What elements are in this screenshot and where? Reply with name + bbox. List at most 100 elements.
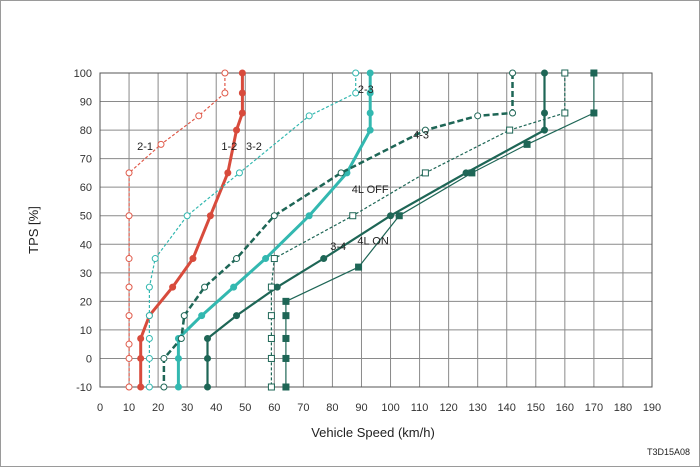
data-point [282,383,290,391]
data-point [206,212,214,220]
data-point [267,283,275,291]
y-tick-label: 80 [80,125,92,137]
data-point [352,89,360,97]
curve-label: 2-1 [137,141,153,153]
y-tick-label: 30 [80,268,92,280]
x-tick-label: 50 [239,402,251,414]
data-point [267,354,275,362]
series-4l-on [282,69,598,391]
data-point [238,89,246,97]
data-point [366,109,374,117]
data-point [238,109,246,117]
curve-label: 1-2 [221,141,237,153]
data-point [145,354,153,362]
y-tick-label: 40 [80,239,92,251]
data-point [282,334,290,342]
series-4l-off [267,69,569,391]
data-point [137,334,145,342]
y-tick-label: 90 [80,97,92,109]
curve-label: 3-2 [246,141,262,153]
y-tick-label: 50 [80,211,92,223]
data-point [203,334,211,342]
data-point [174,383,182,391]
series-3-4 [203,69,549,391]
data-point [270,255,278,263]
series-line-1-2 [139,73,244,387]
data-point [523,140,531,148]
x-tick-label: 140 [498,402,516,414]
y-tick-label: 10 [80,325,92,337]
data-point [137,383,145,391]
y-tick-label: 100 [74,68,92,80]
data-point [541,109,549,117]
curve-label: 4L ON [357,235,388,247]
data-point [203,354,211,362]
data-point [157,140,165,148]
figure-code: T3D15A08 [647,447,690,457]
curve-label: 2-3 [358,84,374,96]
data-point [421,169,429,177]
data-point [174,354,182,362]
data-point [235,169,243,177]
y-axis-title: TPS [%] [26,206,41,254]
data-point [262,255,270,263]
x-tick-label: 150 [527,402,545,414]
curve-label: 4L OFF [352,184,389,196]
data-point [125,354,133,362]
data-point [201,283,209,291]
data-point [125,283,133,291]
data-point [337,169,345,177]
x-tick-label: 30 [181,402,193,414]
data-point [561,109,569,117]
data-point [267,312,275,320]
series-1-2 [137,69,246,391]
y-tick-label: 70 [80,154,92,166]
data-point [238,69,246,77]
x-tick-label: 170 [585,402,603,414]
data-point [145,383,153,391]
data-point [145,312,153,320]
series-group [125,69,598,391]
data-point [366,89,374,97]
data-point [282,312,290,320]
data-point [395,212,403,220]
data-point [273,283,281,291]
data-point [305,112,313,120]
data-point [189,255,197,263]
data-point [125,212,133,220]
x-tick-label: 60 [268,402,280,414]
x-tick-label: 40 [210,402,222,414]
y-tick-label: -10 [76,382,92,394]
x-tick-label: 110 [411,402,429,414]
data-point [160,383,168,391]
data-point [305,212,313,220]
x-tick-label: 160 [556,402,574,414]
data-point [355,263,363,271]
data-point [509,109,517,117]
x-tick-label: 70 [297,402,309,414]
x-tick-label: 90 [355,402,367,414]
data-point [590,109,598,117]
data-point [561,69,569,77]
x-tick-label: 180 [614,402,632,414]
data-point [474,112,482,120]
data-point [224,169,232,177]
curve-labels: 2-1 1-2 3-2 2-3 4-3 4L OFF 4L ON 3-4 [137,84,429,253]
data-point [421,126,429,134]
data-point [267,383,275,391]
data-point [349,212,357,220]
x-tick-label: 190 [643,402,661,414]
data-point [282,297,290,305]
x-tick-label: 120 [439,402,457,414]
data-point [270,212,278,220]
x-tick-label: 100 [381,402,399,414]
curve-label: 3-4 [330,241,346,253]
y-tick-label: 0 [86,353,92,365]
data-point [366,69,374,77]
data-point [282,354,290,362]
data-point [233,126,241,134]
y-tick-label: 60 [80,182,92,194]
data-point [509,69,517,77]
data-point [195,112,203,120]
